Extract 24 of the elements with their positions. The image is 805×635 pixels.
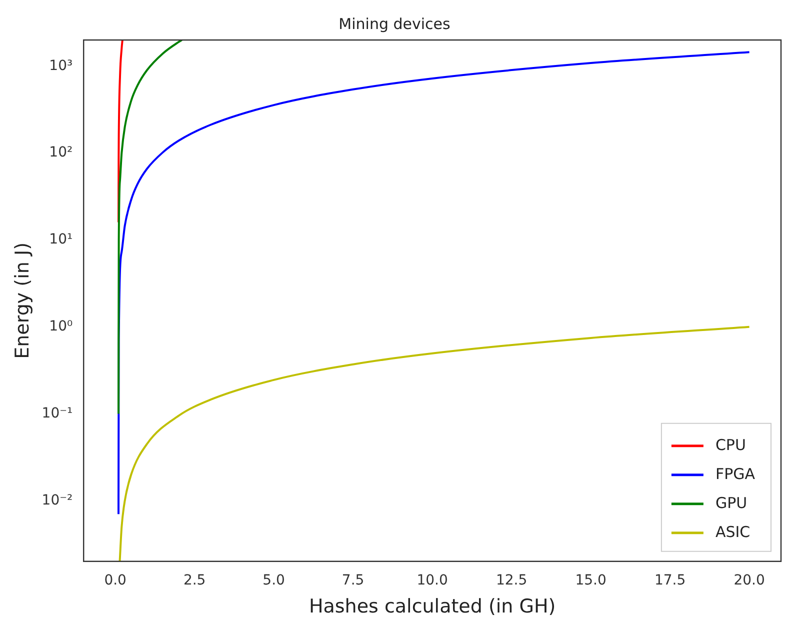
x-tick-label: 17.5	[654, 572, 686, 588]
line-series	[118, 40, 124, 224]
chart-title: Mining devices	[338, 14, 451, 33]
x-tick-label: 10.0	[416, 572, 448, 588]
x-tick-label: 20.0	[734, 572, 765, 588]
x-tick-label: 5.0	[262, 572, 285, 588]
legend-label: GPU	[715, 494, 748, 512]
x-tick-label: 0.0	[104, 572, 126, 588]
x-axis-title: Hashes calculated (in GH)	[308, 596, 556, 618]
legend-label: FPGA	[715, 464, 756, 483]
y-tick-label: 10³	[49, 58, 73, 74]
legend-label: ASIC	[715, 522, 750, 541]
x-tick-label: 2.5	[183, 572, 206, 588]
y-tick-label: 10⁰	[49, 318, 73, 334]
y-tick-label: 10⁻²	[42, 492, 73, 508]
x-tick-label: 12.5	[496, 572, 528, 588]
y-tick-label: 10¹	[49, 232, 73, 248]
x-tick-label: 15.0	[575, 572, 606, 588]
x-tick-label: 7.5	[342, 572, 364, 588]
y-tick-label: 10²	[49, 144, 73, 161]
line-series	[117, 40, 183, 415]
y-axis-title: Energy (in J)	[11, 242, 34, 359]
y-tick-label: 10⁻¹	[42, 405, 73, 422]
legend-label: CPU	[715, 436, 746, 454]
